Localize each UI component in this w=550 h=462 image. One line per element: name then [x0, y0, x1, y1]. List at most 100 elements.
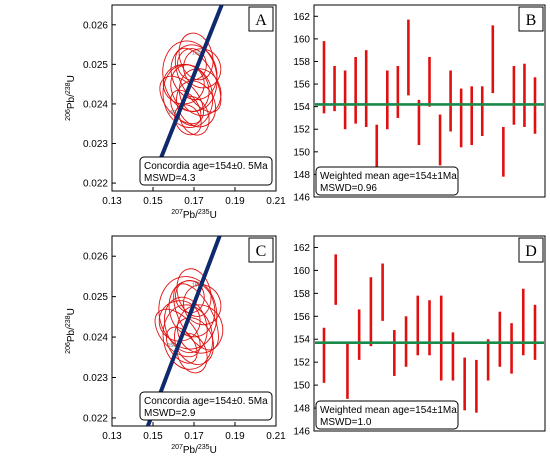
x-tick-label: 0.15 — [143, 431, 163, 442]
y-tick-label: 148 — [293, 404, 310, 415]
y-tick-label: 0.022 — [83, 179, 108, 190]
y-tick-label: 0.025 — [83, 60, 108, 71]
x-tick-label: 0.17 — [184, 196, 204, 207]
plot-content: 160 150 — [149, 5, 224, 182]
x-axis-label: 207Pb/235U — [171, 209, 217, 221]
y-tick-label: 150 — [293, 381, 310, 392]
y-tick-label: 156 — [293, 80, 310, 91]
y-tick-label: 162 — [293, 12, 310, 23]
x-axis-label-text: U — [210, 445, 217, 456]
y-axis-label: 206Pb/238U — [65, 308, 77, 354]
error-ellipse — [183, 284, 222, 326]
concordia-age-label: 150 — [168, 343, 177, 349]
y-tick-label: 0.023 — [83, 373, 108, 384]
error-ellipse — [178, 68, 222, 116]
y-tick-label: 160 — [293, 34, 310, 45]
error-ellipse — [158, 276, 218, 350]
error-ellipse — [162, 63, 205, 105]
y-tick-label: 146 — [293, 193, 310, 204]
weighted-mean-text: Weighted mean age=154±1Ma — [320, 405, 457, 416]
y-axis-label-text: U — [66, 308, 77, 315]
panel-D: 146 148 150 152 154 156 158 160 162 D Weighted mea… — [293, 235, 546, 438]
error-ellipse — [170, 89, 202, 127]
mswd-text: MSWD=2.9 — [144, 408, 196, 419]
y-tick-label: 154 — [293, 102, 310, 113]
x-tick-label: 0.13 — [102, 196, 122, 207]
y-tick-label: 156 — [293, 312, 310, 323]
x-tick-label: 0.21 — [266, 196, 286, 207]
y-tick-label: 152 — [293, 358, 310, 369]
mswd-text: MSWD=1.0 — [320, 417, 372, 428]
error-ellipse — [178, 96, 210, 136]
error-ellipse — [165, 326, 198, 364]
y-tick-label: 150 — [293, 147, 310, 158]
x-axis-label-superscript: 235 — [198, 444, 210, 451]
y-tick-label: 0.024 — [83, 333, 108, 344]
error-ellipse — [177, 48, 207, 81]
error-ellipse — [174, 47, 222, 113]
y-axis-label-text: U — [66, 75, 77, 82]
annotation-box — [139, 391, 273, 421]
y-tick-label: 158 — [293, 57, 310, 68]
y-tick-label: 0.025 — [83, 292, 108, 303]
x-axis-label-superscript: 207 — [171, 444, 183, 451]
y-axis-label-superscript: 238 — [65, 82, 72, 94]
error-ellipse — [170, 44, 218, 101]
panel-letter: C — [256, 243, 267, 260]
mswd-text: MSWD=4.3 — [144, 173, 196, 184]
panel-letter-box — [518, 237, 544, 263]
y-axis-label: 206Pb/238U — [65, 75, 77, 121]
x-tick-label: 0.19 — [225, 196, 245, 207]
x-tick-label: 0.21 — [266, 431, 286, 442]
y-tick-label: 148 — [293, 170, 310, 181]
y-tick-label: 152 — [293, 125, 310, 136]
concordia-age-label: 160 — [192, 50, 201, 56]
y-axis-label-text: Pb/ — [66, 327, 77, 342]
x-tick-label: 0.15 — [143, 196, 163, 207]
concordia-age-text: Concordia age=154±0. 5Ma — [144, 161, 268, 172]
x-tick-label: 0.19 — [225, 431, 245, 442]
error-ellipse — [176, 268, 212, 317]
panel-letter: D — [525, 243, 537, 260]
x-axis-label-text: Pb/ — [183, 445, 198, 456]
y-tick-label: 162 — [293, 243, 310, 254]
y-axis-label-text: Pb/ — [66, 94, 77, 109]
y-tick-label: 0.026 — [83, 20, 108, 31]
x-axis-label-text: U — [210, 210, 217, 221]
y-tick-label: 154 — [293, 335, 310, 346]
annotation-box — [315, 166, 459, 196]
panel-letter: A — [255, 12, 267, 29]
x-axis-label: 207Pb/235U — [171, 444, 217, 456]
y-tick-label: 0.024 — [83, 99, 108, 110]
x-axis-label-text: Pb/ — [183, 210, 198, 221]
y-axis-label-superscript: 206 — [65, 109, 72, 121]
y-axis-label-superscript: 238 — [65, 315, 72, 327]
x-tick-label: 0.17 — [184, 431, 204, 442]
y-tick-label: 0.026 — [83, 252, 108, 263]
y-axis-label-superscript: 206 — [65, 342, 72, 354]
weighted-mean-text: Weighted mean age=154±1Ma — [320, 171, 457, 182]
panel-C: 160 150 0.13 0.15 0.17 0.19 0.21 0.022 0.023 0.02… — [65, 235, 286, 456]
x-axis-label-superscript: 235 — [198, 209, 210, 216]
panel-letter-box — [248, 6, 274, 32]
y-tick-label: 0.022 — [83, 413, 108, 424]
error-ellipse — [178, 32, 214, 81]
panel-B: 146 148 150 152 154 156 158 160 162 B Weighted mea… — [293, 4, 546, 204]
panel-letter-box — [518, 6, 544, 32]
error-ellipse — [183, 48, 222, 89]
error-ellipse — [154, 308, 201, 358]
mswd-text: MSWD=0.96 — [320, 183, 377, 194]
y-tick-label: 0.023 — [83, 139, 108, 150]
annotation-box — [139, 156, 273, 186]
concordia-age-text: Concordia age=154±0. 5Ma — [144, 396, 268, 407]
y-tick-label: 160 — [293, 266, 310, 277]
error-ellipse — [176, 333, 208, 374]
panel-A: 160 150 0.13 0.15 0.17 0.19 0.21 0.022 0.023 0.02… — [65, 4, 286, 221]
x-axis-label-superscript: 207 — [171, 209, 183, 216]
panel-letter: B — [526, 12, 537, 29]
annotation-box — [315, 400, 459, 430]
concordia-age-label: 150 — [168, 110, 177, 116]
concordia-curve — [149, 5, 224, 182]
concordia-age-label: 160 — [192, 283, 201, 289]
